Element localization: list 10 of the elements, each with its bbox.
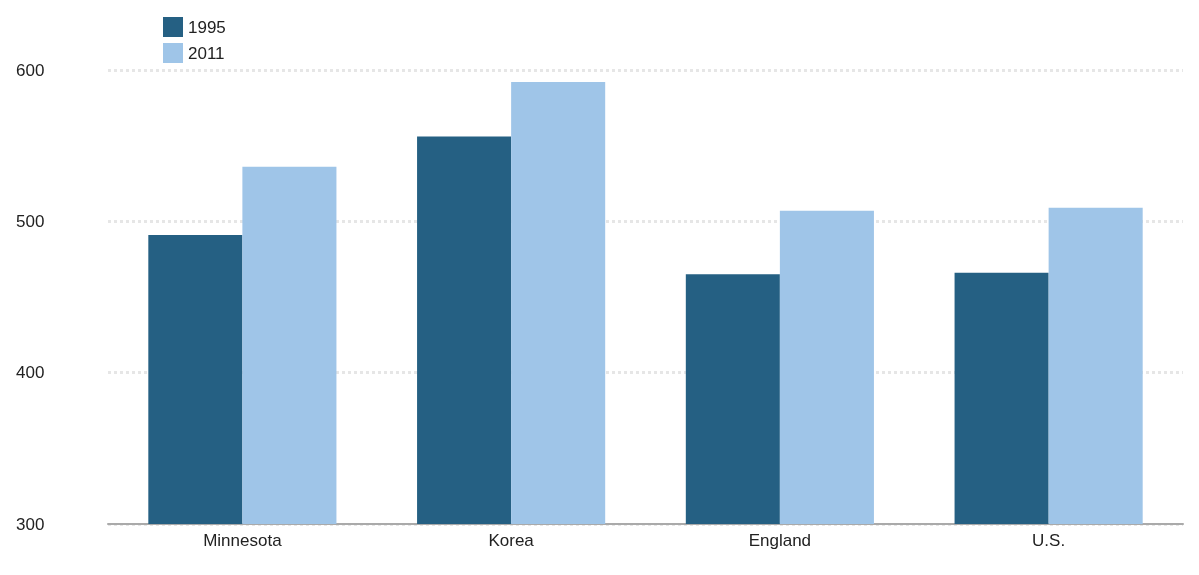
y-tick-label: 600 [16, 60, 45, 80]
x-tick-label: Korea [488, 531, 535, 550]
y-tick-label: 300 [16, 514, 45, 534]
y-tick-label: 500 [16, 211, 45, 231]
legend-label: 1995 [188, 17, 226, 37]
legend-label: 2011 [188, 43, 225, 63]
y-tick-label: 400 [16, 363, 45, 383]
x-tick-label: U.S. [1032, 531, 1066, 550]
x-tick-label: England [748, 531, 812, 550]
x-tick-label: Minnesota [203, 531, 283, 550]
